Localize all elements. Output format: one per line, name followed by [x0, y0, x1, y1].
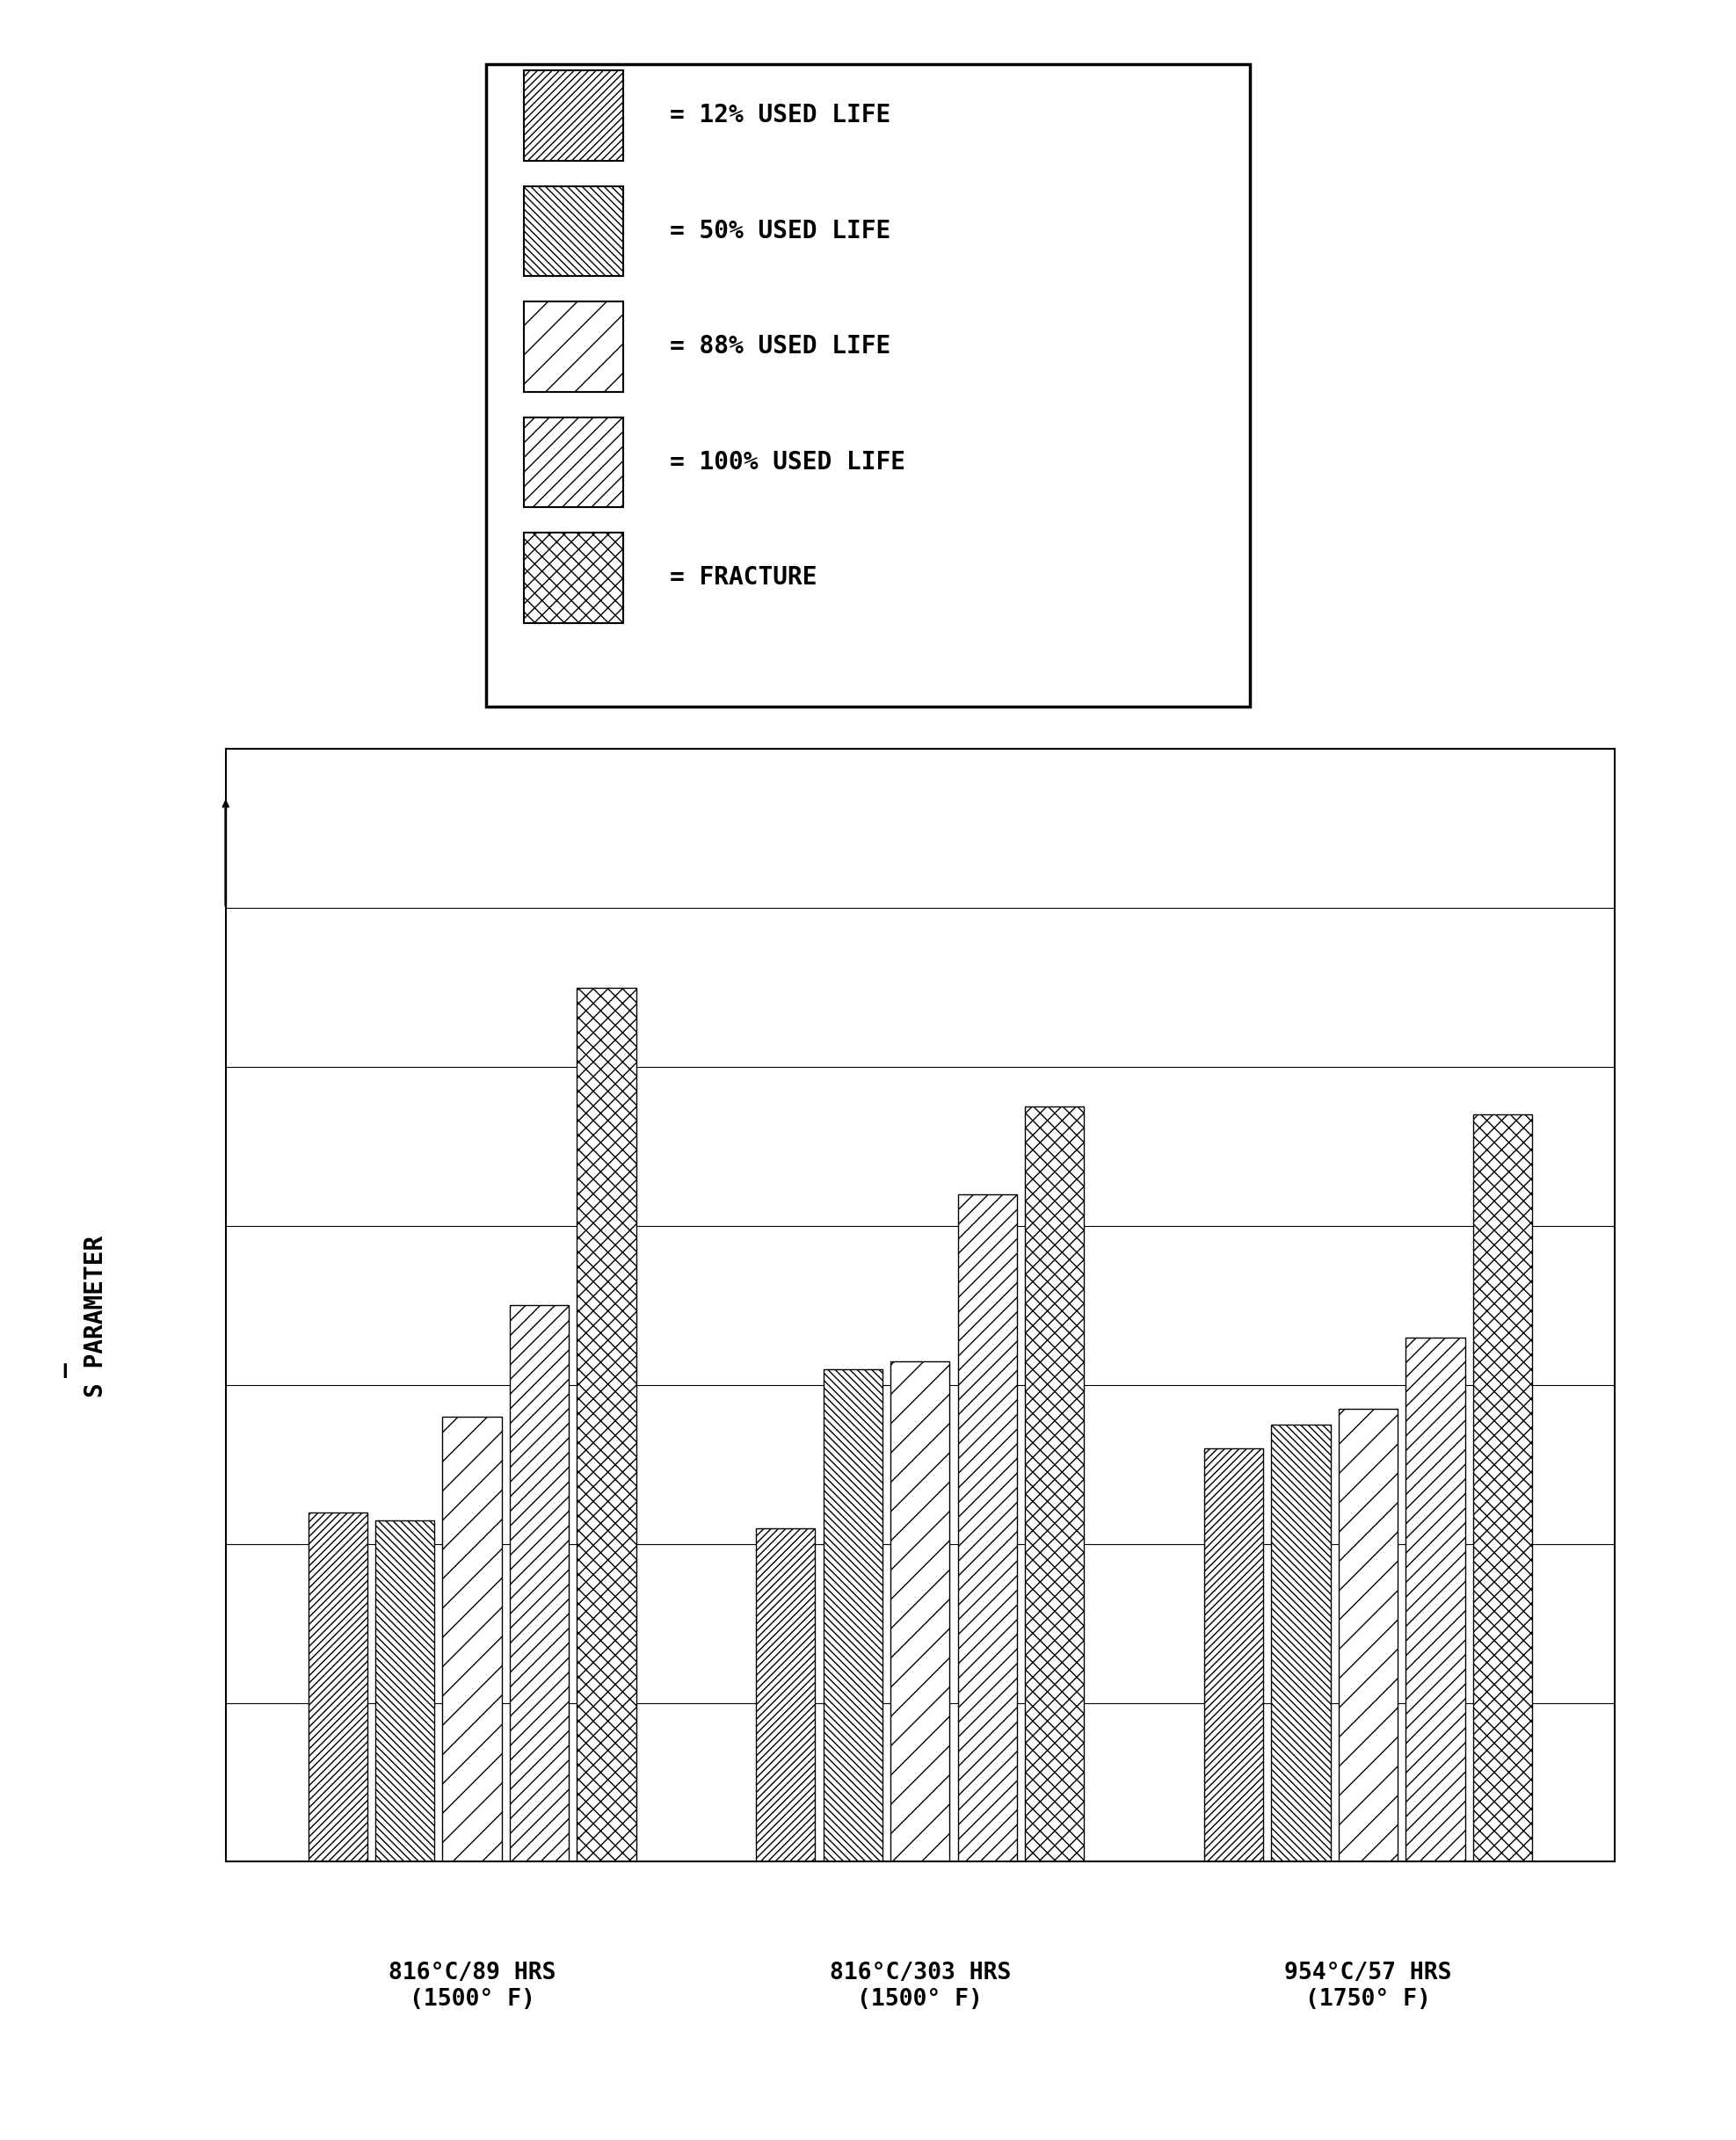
- Bar: [375, 1519, 434, 1862]
- Text: = 12% USED LIFE: = 12% USED LIFE: [670, 103, 891, 128]
- Bar: [510, 1305, 569, 1862]
- Bar: [958, 1194, 1017, 1862]
- Bar: [443, 1417, 502, 1862]
- Bar: [1338, 1408, 1397, 1862]
- Text: 816°C/89 HRS
(1500° F): 816°C/89 HRS (1500° F): [389, 1962, 556, 2012]
- Bar: [823, 1370, 882, 1862]
- Bar: [524, 533, 623, 623]
- Text: = FRACTURE: = FRACTURE: [670, 565, 816, 591]
- Bar: [1472, 1115, 1533, 1862]
- Bar: [1406, 1338, 1465, 1862]
- Text: 816°C/303 HRS
(1500° F): 816°C/303 HRS (1500° F): [830, 1962, 1010, 2012]
- Text: S PARAMETER: S PARAMETER: [83, 1235, 108, 1397]
- Bar: [524, 186, 623, 276]
- Text: = 100% USED LIFE: = 100% USED LIFE: [670, 449, 904, 475]
- Bar: [1024, 1106, 1083, 1862]
- Bar: [307, 1513, 368, 1862]
- Bar: [1271, 1425, 1330, 1862]
- Text: 954°C/57 HRS
(1750° F): 954°C/57 HRS (1750° F): [1285, 1962, 1451, 2012]
- Text: = 88% USED LIFE: = 88% USED LIFE: [670, 334, 891, 360]
- Bar: [524, 302, 623, 392]
- Bar: [1205, 1449, 1264, 1862]
- Bar: [757, 1528, 816, 1862]
- Bar: [524, 71, 623, 160]
- Text: = 50% USED LIFE: = 50% USED LIFE: [670, 218, 891, 244]
- Bar: [576, 987, 635, 1862]
- Bar: [891, 1361, 950, 1862]
- Bar: [524, 417, 623, 507]
- Text: —: —: [54, 1363, 78, 1376]
